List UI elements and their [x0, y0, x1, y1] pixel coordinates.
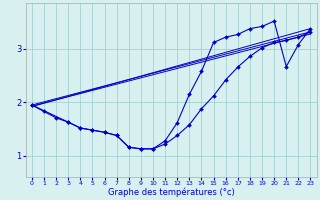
- X-axis label: Graphe des températures (°c): Graphe des températures (°c): [108, 187, 235, 197]
